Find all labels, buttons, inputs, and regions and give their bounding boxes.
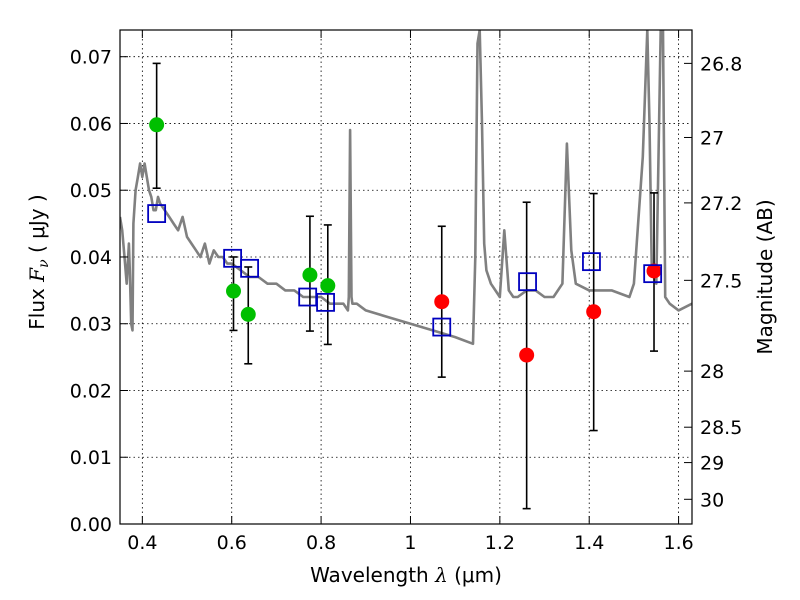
model-photometry-square (582, 252, 601, 272)
marker-layer (147, 117, 663, 363)
y-tick-label: 0.01 (70, 447, 112, 469)
model-photometry-square (316, 292, 335, 312)
red-observed-point (586, 304, 602, 320)
y2-tick-label: 29 (700, 453, 724, 475)
model-spectrum-line (120, 30, 692, 346)
y2-tick-label: 28.5 (700, 417, 742, 439)
model-photometry-square (432, 317, 452, 337)
y-axis-title: Flux Fν ( μJy ) (25, 194, 52, 329)
red-observed-point (646, 263, 662, 279)
y-tick-label: 0.07 (70, 47, 112, 69)
green-observed-point (302, 267, 318, 283)
model-photometry-square (147, 204, 167, 223)
green-observed-point (149, 117, 165, 133)
x-tick-label: 0.8 (306, 532, 336, 554)
tick-marks (120, 30, 692, 525)
model-photometry-square (518, 272, 537, 292)
y-tick-label: 0.03 (70, 314, 112, 336)
y2-tick-label: 26.8 (700, 53, 742, 75)
plot-background (120, 30, 692, 524)
y-tick-label: 0.04 (70, 247, 112, 269)
y2-tick-label: 27 (700, 127, 724, 149)
green-observed-point (320, 278, 336, 294)
y2-axis-title: Magnitude (AB) (753, 199, 777, 354)
red-observed-point (434, 294, 450, 310)
x-tick-label: 1 (404, 532, 416, 554)
y2-tick-label: 27.2 (700, 193, 742, 215)
x-tick-label: 1.6 (663, 532, 693, 554)
x-axis-title: Wavelength λ (μm) (310, 563, 502, 587)
y2-tick-label: 28 (700, 361, 724, 383)
y2-tick-label: 27.5 (700, 270, 742, 292)
y-tick-label: 0.00 (70, 514, 112, 536)
y-tick-label: 0.06 (70, 113, 112, 135)
grid-lines (120, 30, 692, 524)
plot-frame (119, 29, 693, 525)
green-observed-point (226, 283, 242, 299)
model-photometry-square (223, 248, 243, 268)
x-tick-label: 0.6 (217, 532, 247, 554)
red-observed-point (519, 347, 535, 363)
model-photometry-square (643, 264, 663, 284)
x-tick-label: 1.4 (574, 532, 604, 554)
y2-tick-label: 30 (700, 489, 724, 511)
spectrum-layer (120, 30, 692, 346)
green-observed-point (240, 306, 256, 322)
x-tick-label: 1.2 (485, 532, 515, 554)
x-tick-label: 0.4 (127, 532, 157, 554)
y-tick-label: 0.02 (70, 380, 112, 402)
model-photometry-square (240, 258, 259, 278)
y-tick-label: 0.05 (70, 180, 112, 202)
tick-labels: 0.4 0.6 0.8 1 1.2 1.4 1.6 0.00 0.01 0.02 0.03 0.04 0… (70, 47, 743, 554)
